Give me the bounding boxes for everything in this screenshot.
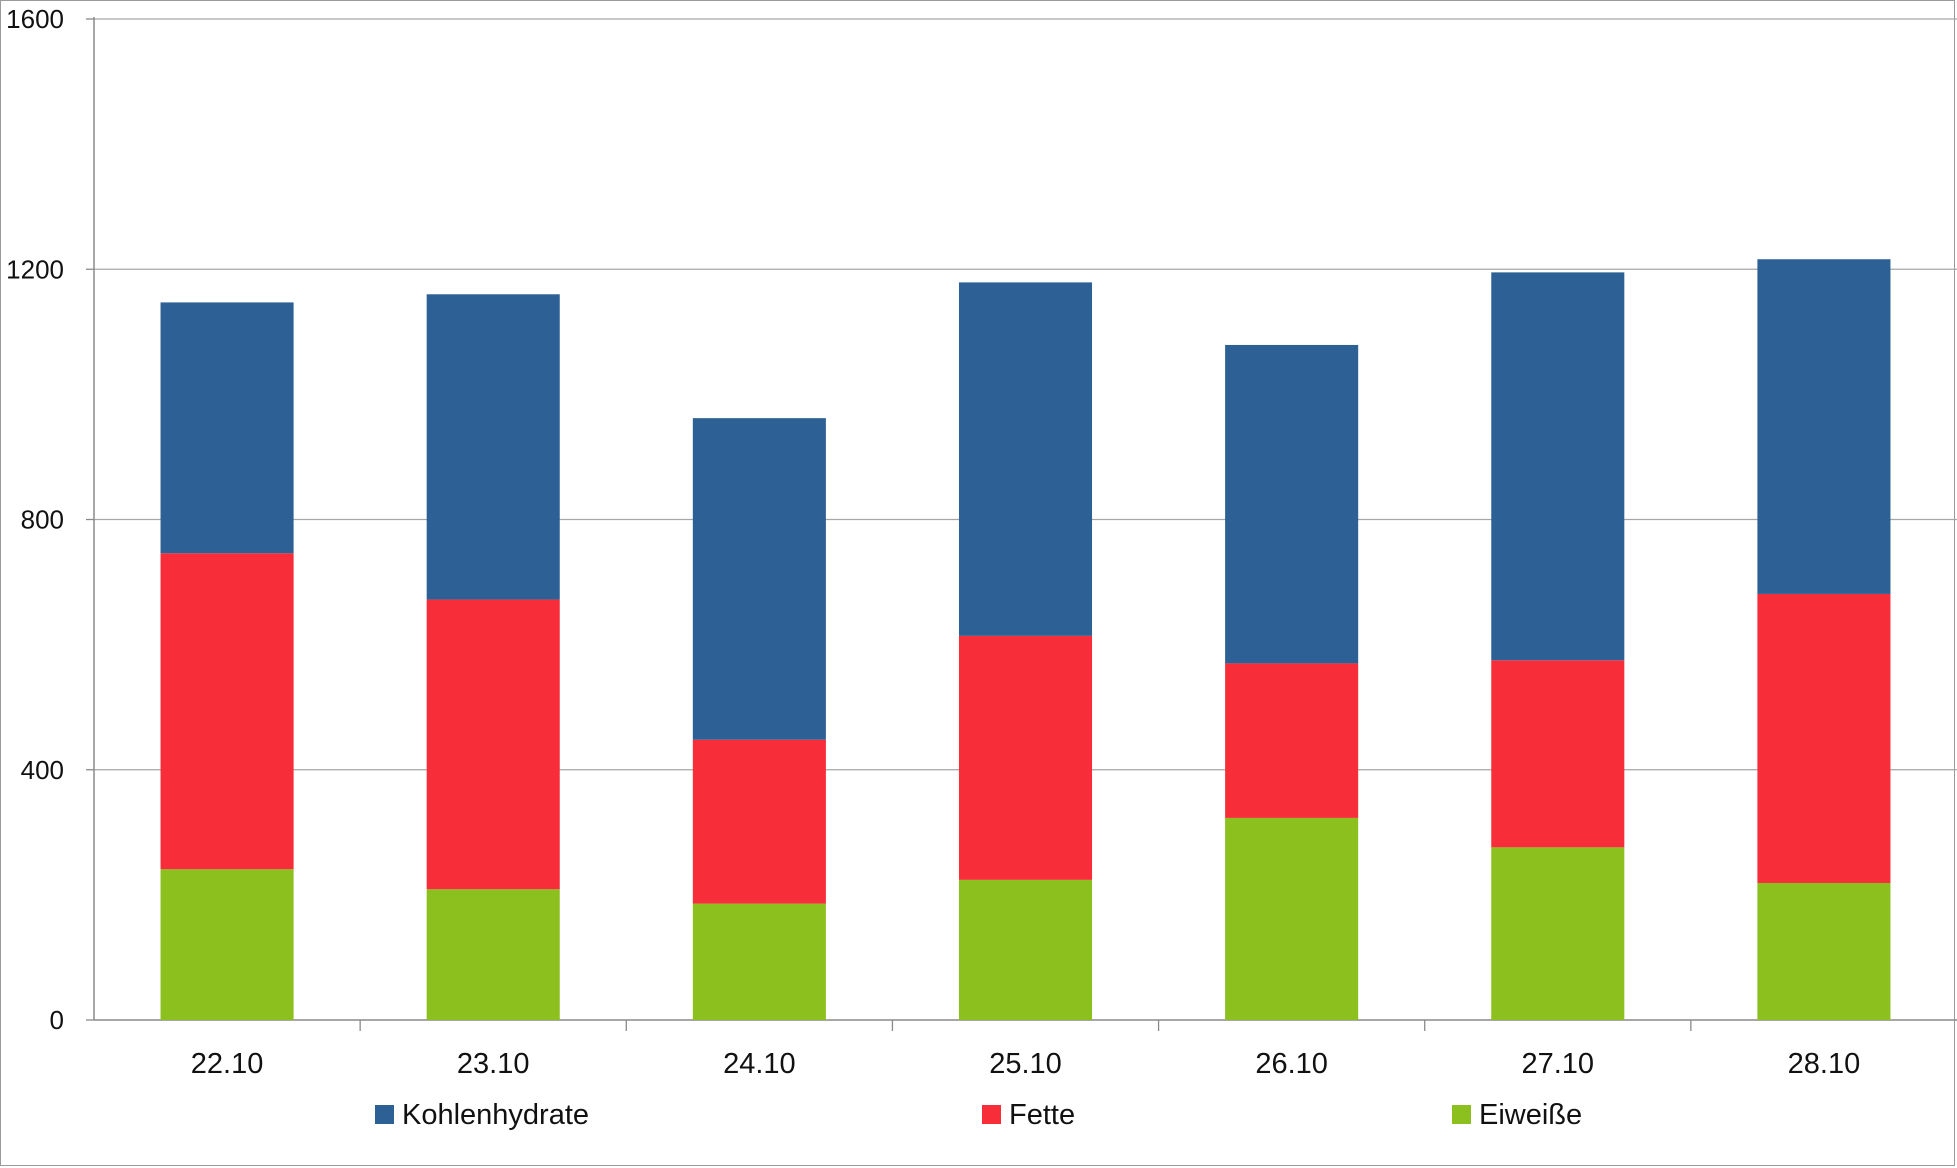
bar-kohlenhydrate-25-10 <box>958 282 1093 636</box>
y-tick-label: 0 <box>50 1005 64 1035</box>
x-tick-label: 28.10 <box>1788 1048 1861 1080</box>
bar-eiwei-e-22-10 <box>160 869 294 1020</box>
x-tick-label: 27.10 <box>1521 1048 1594 1080</box>
bar-eiwei-e-27-10 <box>1491 847 1625 1020</box>
bar-kohlenhydrate-28-10 <box>1757 259 1891 594</box>
bar-kohlenhydrate-26-10 <box>1225 344 1359 664</box>
bar-kohlenhydrate-22-10 <box>160 302 294 554</box>
legend-swatch <box>375 1105 394 1124</box>
bar-fette-24-10 <box>692 739 826 904</box>
bar-fette-25-10 <box>958 635 1093 880</box>
legend-swatch <box>1452 1105 1471 1124</box>
y-tick-label: 800 <box>21 505 64 535</box>
bar-fette-28-10 <box>1757 593 1891 883</box>
x-tick-label: 26.10 <box>1255 1048 1328 1080</box>
y-tick-labels: 0 400 800 1200 1600 <box>6 4 64 1035</box>
bar-kohlenhydrate-23-10 <box>426 294 560 600</box>
bar-eiwei-e-26-10 <box>1225 817 1359 1020</box>
x-tick-label: 23.10 <box>457 1048 530 1080</box>
legend: Kohlenhydrate Fette Eiweiße <box>375 1099 1582 1131</box>
bar-fette-27-10 <box>1491 660 1625 848</box>
bar-eiwei-e-25-10 <box>958 879 1093 1020</box>
bar-eiwei-e-23-10 <box>426 889 560 1020</box>
legend-item: Fette <box>982 1099 1075 1131</box>
bar-fette-23-10 <box>426 599 560 890</box>
legend-item: Kohlenhydrate <box>375 1099 589 1131</box>
x-tick-labels: 22.10 23.10 24.10 25.10 26.10 27.10 28.10 <box>191 1048 1860 1080</box>
legend-item: Eiweiße <box>1452 1099 1582 1131</box>
x-tick-label: 22.10 <box>191 1048 264 1080</box>
legend-swatch <box>982 1105 1001 1124</box>
legend-label: Kohlenhydrate <box>402 1099 589 1131</box>
y-tick-label: 400 <box>21 755 64 785</box>
bar-fette-22-10 <box>160 553 294 870</box>
legend-label: Eiweiße <box>1479 1099 1582 1131</box>
bars <box>160 259 1891 1020</box>
bar-kohlenhydrate-27-10 <box>1491 272 1625 661</box>
bar-eiwei-e-28-10 <box>1757 882 1891 1020</box>
y-tick-label: 1600 <box>6 4 64 34</box>
bar-eiwei-e-24-10 <box>692 903 826 1020</box>
x-tick-label: 25.10 <box>989 1048 1062 1080</box>
bar-kohlenhydrate-24-10 <box>692 418 826 740</box>
y-tick-label: 1200 <box>6 254 64 284</box>
legend-label: Fette <box>1009 1099 1075 1131</box>
x-tick-label: 24.10 <box>723 1048 796 1080</box>
bar-fette-26-10 <box>1225 663 1359 818</box>
